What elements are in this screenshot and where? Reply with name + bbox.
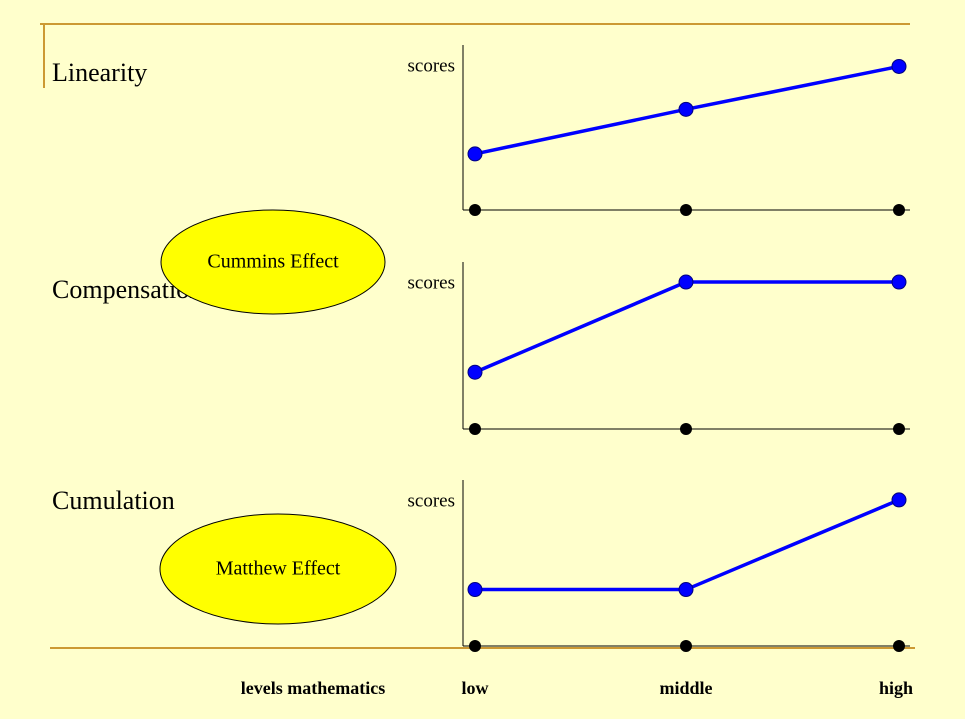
x-axis-label: levels mathematics (241, 678, 385, 698)
point (678, 582, 694, 598)
point (467, 364, 483, 380)
x-tick-label: middle (659, 678, 712, 698)
annotation: Matthew Effect (216, 558, 341, 580)
category-dot (680, 423, 692, 435)
x-tick-label: high (879, 678, 913, 698)
chart-title: Cumulation (52, 486, 175, 515)
category-dot (469, 423, 481, 435)
category-dot (469, 640, 481, 652)
category-dot (893, 204, 905, 216)
point (891, 58, 907, 74)
point (891, 274, 907, 290)
y-axis-label: scores (408, 55, 455, 76)
category-dot (680, 204, 692, 216)
annotation-ellipse (160, 209, 386, 315)
annotation-ellipse (159, 513, 397, 625)
point (467, 146, 483, 162)
x-tick-label: low (462, 678, 489, 698)
category-dot (893, 423, 905, 435)
y-axis-label: scores (408, 272, 455, 293)
y-axis-label: scores (408, 490, 455, 511)
category-dot (680, 640, 692, 652)
category-dot (469, 204, 481, 216)
chart-title: Linearity (52, 58, 147, 87)
point (678, 101, 694, 117)
category-dot (893, 640, 905, 652)
point (891, 492, 907, 508)
annotation: Cummins Effect (207, 251, 339, 273)
point (678, 274, 694, 290)
point (467, 582, 483, 598)
